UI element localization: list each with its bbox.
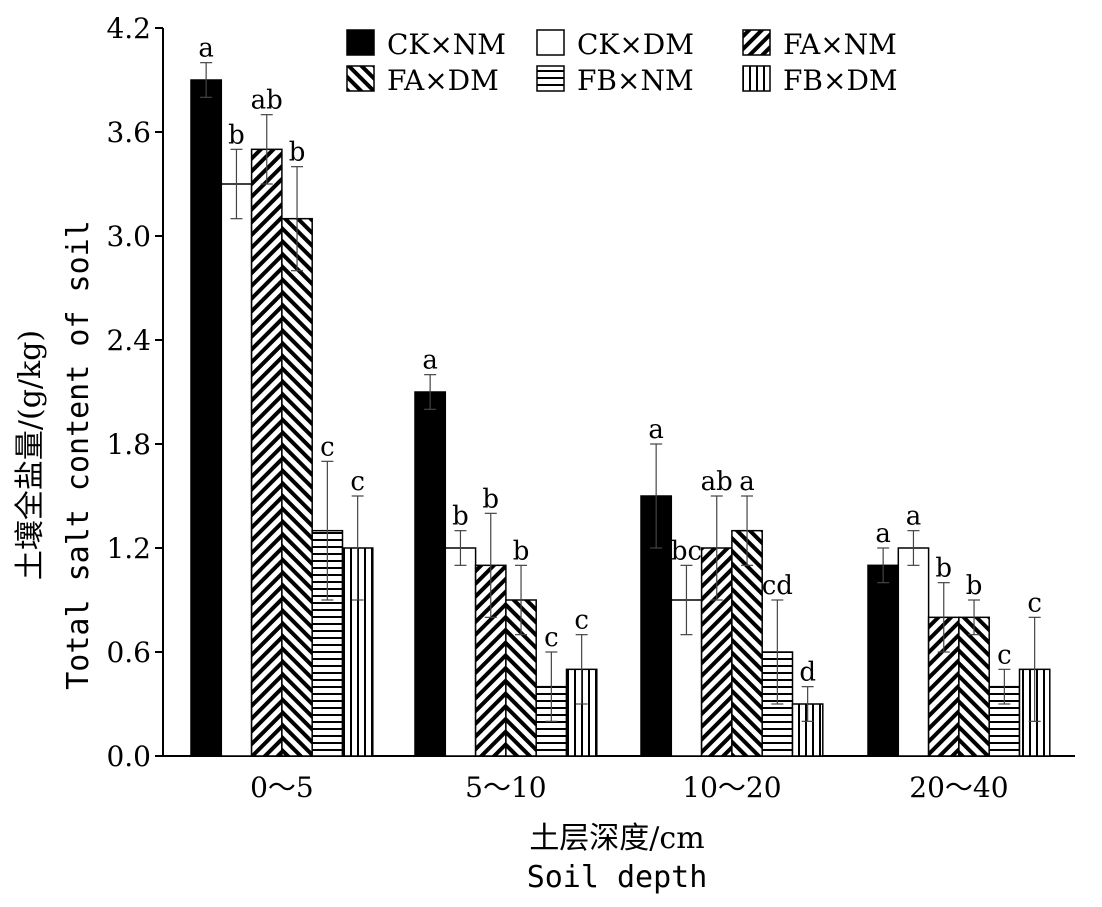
x-axis-label-en: Soil depth	[527, 860, 708, 895]
bar	[250, 148, 283, 757]
axes: 0.0 0.6 1.2 1.8 2.4 3.0 3.6 4.2	[106, 12, 1075, 773]
legend-swatch	[346, 65, 375, 92]
significance-letter: d	[799, 658, 816, 688]
significance-letter: a	[198, 34, 214, 64]
legend-label: CK×DM	[577, 28, 694, 61]
significance-letter: b	[452, 502, 469, 532]
significance-letter: ab	[251, 86, 283, 116]
legend-swatch	[346, 29, 375, 56]
x-tick-label: 20～40	[909, 771, 1008, 804]
x-axis-label: 土层深度/cm	[529, 821, 704, 856]
bar	[190, 79, 223, 757]
significance-letter: a	[906, 502, 922, 532]
y-tick-label: 0.6	[106, 636, 151, 669]
bar	[867, 564, 900, 757]
significance-letter: b	[513, 536, 530, 566]
significance-letter: c	[544, 623, 559, 653]
x-tick-label: 5～10	[465, 771, 546, 804]
legend-label: FB×DM	[783, 64, 898, 97]
significance-letter: c	[350, 467, 365, 497]
significance-letter: ab	[701, 467, 733, 497]
significance-letter: c	[1027, 588, 1042, 618]
bar	[414, 391, 447, 757]
significance-letter: c	[320, 432, 335, 462]
significance-letter: cd	[762, 571, 793, 601]
legend-swatch	[536, 29, 565, 56]
y-tick-label: 2.4	[106, 324, 151, 357]
significance-letter: a	[422, 346, 438, 376]
significance-letter: b	[935, 554, 952, 584]
legend-label: FB×NM	[577, 64, 694, 97]
legend-swatch	[742, 29, 771, 56]
significance-letter: c	[574, 606, 589, 636]
significance-letter: b	[966, 571, 983, 601]
x-tick-label: 0～5	[250, 771, 314, 804]
bar	[958, 616, 990, 757]
y-tick-label: 3.6	[106, 116, 151, 149]
y-axis-label: 土壤全盐量/(g/kg)	[13, 330, 48, 580]
y-tick-label: 4.2	[106, 12, 151, 45]
legend: CK×NM CK×DM FA×NM FA×DM FB×NM FB×DM	[346, 28, 898, 97]
significance-letter: a	[648, 415, 664, 445]
y-tick-label: 3.0	[106, 220, 151, 253]
legend-label: FA×NM	[783, 28, 897, 61]
y-tick-label: 1.2	[106, 532, 151, 565]
x-tick-label: 10～20	[682, 771, 781, 804]
bar	[897, 547, 930, 757]
legend-swatch	[536, 65, 565, 92]
significance-letter: c	[997, 640, 1012, 670]
legend-label: FA×DM	[387, 64, 499, 97]
significance-letter: a	[739, 467, 755, 497]
significance-letter: b	[228, 120, 245, 150]
y-tick-label: 1.8	[106, 428, 151, 461]
significance-letter: b	[482, 484, 499, 514]
y-axis-label-en: Total salt content of soil	[61, 220, 96, 690]
legend-label: CK×NM	[387, 28, 506, 61]
significance-letter: a	[875, 519, 891, 549]
bar	[444, 547, 477, 757]
bar	[220, 183, 253, 757]
legend-swatch	[742, 65, 771, 92]
significance-letter: bc	[671, 536, 702, 566]
y-tick-label: 0.0	[106, 740, 151, 773]
bar	[731, 529, 763, 757]
significance-letter: b	[289, 138, 306, 168]
bar	[281, 217, 313, 757]
